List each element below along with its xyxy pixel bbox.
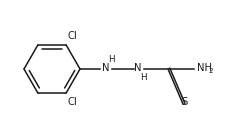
Text: Cl: Cl xyxy=(67,97,77,107)
Text: NH: NH xyxy=(197,63,212,73)
Text: 2: 2 xyxy=(208,68,213,74)
Text: H: H xyxy=(140,73,146,82)
Text: N: N xyxy=(102,63,110,73)
Text: N: N xyxy=(134,63,142,73)
Text: H: H xyxy=(108,55,114,64)
Text: Cl: Cl xyxy=(67,31,77,41)
Text: S: S xyxy=(181,97,187,107)
